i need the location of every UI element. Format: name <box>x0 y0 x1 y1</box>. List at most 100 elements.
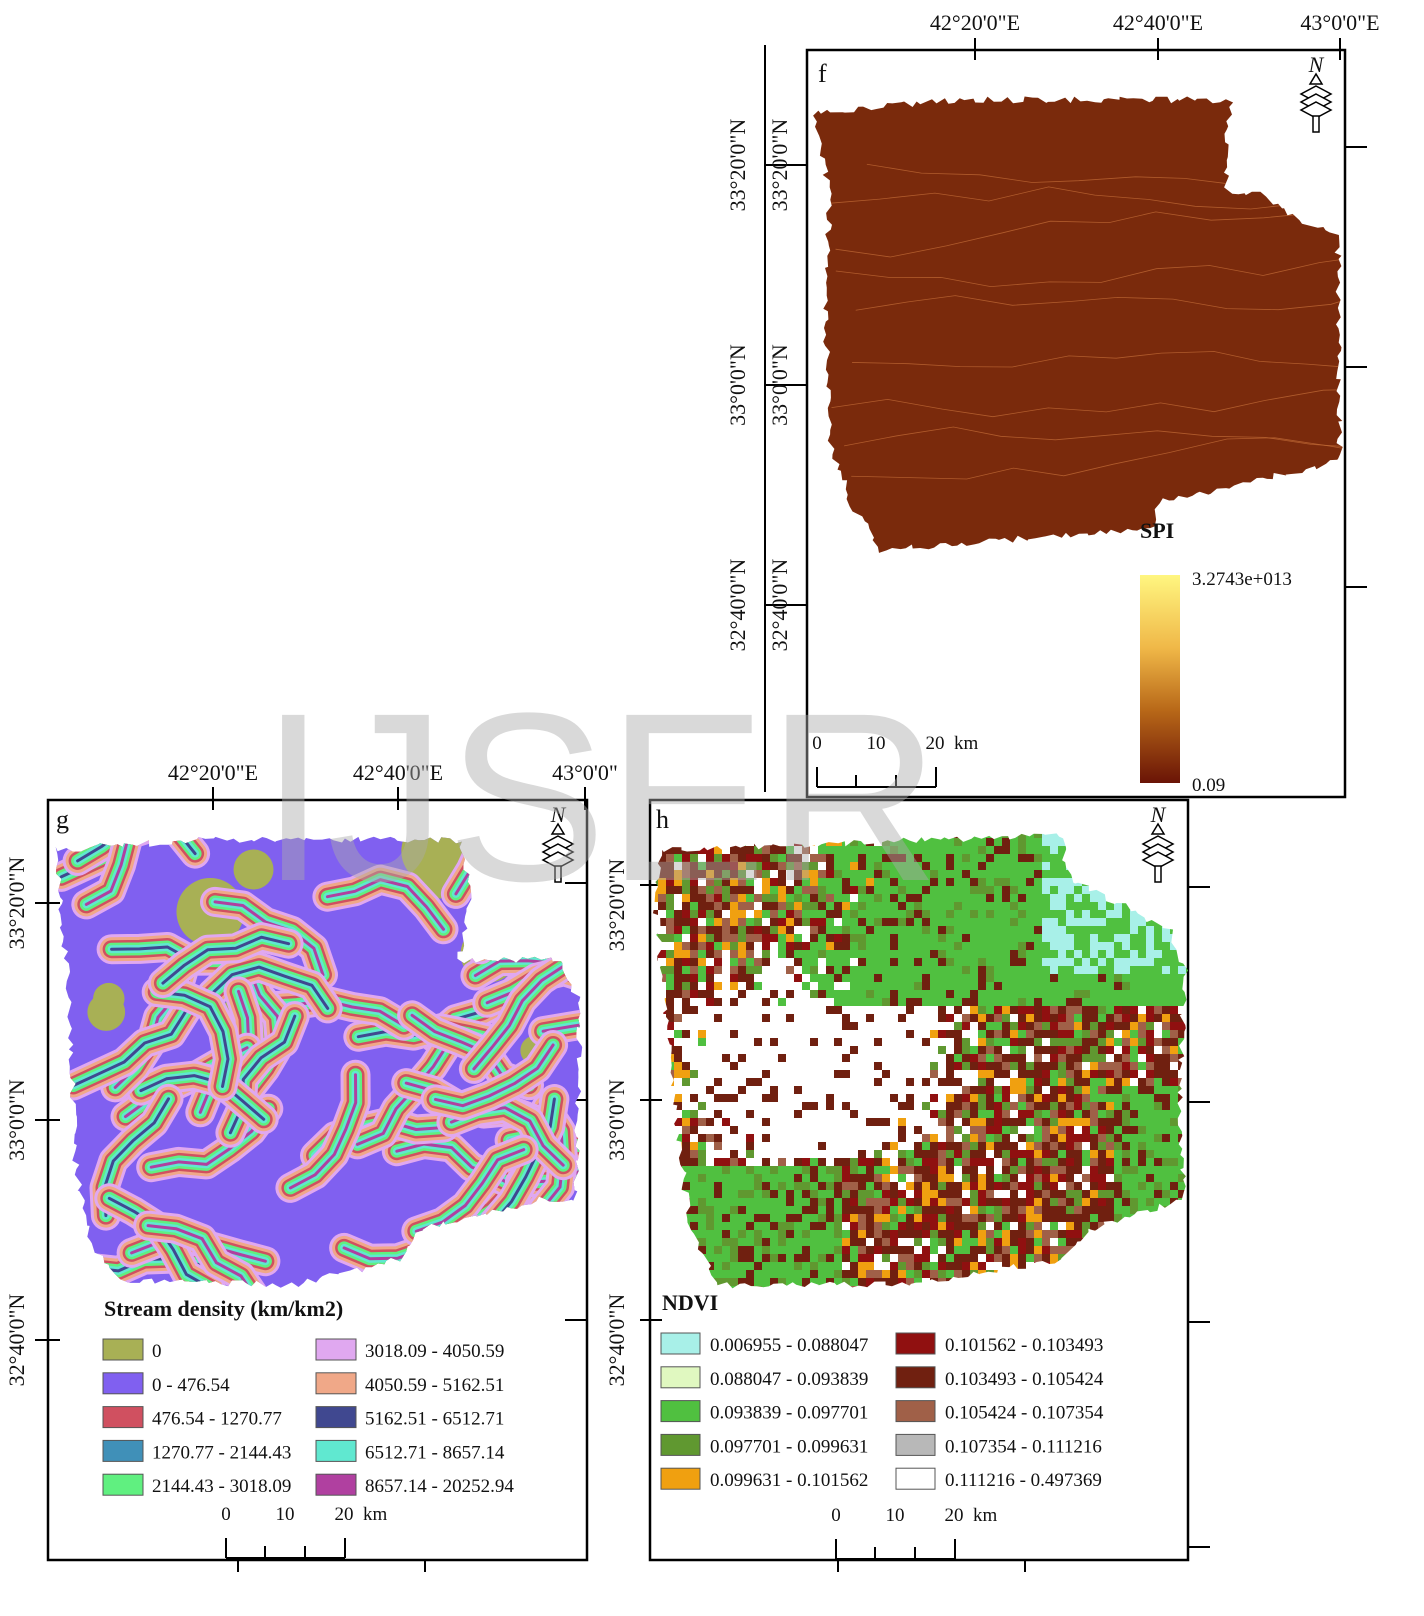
ndvi-cell <box>1098 1142 1106 1150</box>
ndvi-cell <box>850 1222 858 1230</box>
ndvi-cell <box>994 1126 1002 1134</box>
ndvi-cell <box>1178 862 1186 870</box>
spi-surface <box>800 90 1360 570</box>
ndvi-cell <box>1178 950 1186 958</box>
ndvi-cell <box>786 1254 794 1262</box>
ndvi-cell <box>874 1118 882 1126</box>
ndvi-cell <box>778 1014 786 1022</box>
ndvi-cell <box>1090 1246 1098 1254</box>
ndvi-cell <box>810 1222 818 1230</box>
ndvi-cell <box>874 1150 882 1158</box>
ndvi-cell <box>946 1206 954 1214</box>
ndvi-cell <box>922 1070 930 1078</box>
ndvi-cell <box>786 1278 794 1286</box>
ndvi-cell <box>890 934 898 942</box>
ndvi-cell <box>898 1254 906 1262</box>
ndvi-cell <box>1146 1030 1154 1038</box>
ndvi-cell <box>898 966 906 974</box>
ndvi-cell <box>1098 1238 1106 1246</box>
ndvi-cell <box>890 982 898 990</box>
ndvi-cell <box>1154 990 1162 998</box>
ndvi-cell <box>954 966 962 974</box>
ndvi-cell <box>778 1110 786 1118</box>
ndvi-cell <box>850 950 858 958</box>
ndvi-cell <box>714 982 722 990</box>
ndvi-cell <box>994 886 1002 894</box>
ndvi-cell <box>922 990 930 998</box>
ndvi-cell <box>666 1238 674 1246</box>
ndvi-cell <box>1082 878 1090 886</box>
ndvi-cell <box>722 1022 730 1030</box>
ndvi-cell <box>738 1174 746 1182</box>
ndvi-cell <box>730 1286 738 1294</box>
ndvi-cell <box>898 1278 906 1286</box>
ndvi-cell <box>850 1006 858 1014</box>
ndvi-cell <box>1170 1078 1178 1086</box>
ndvi-cell <box>1066 1078 1074 1086</box>
ndvi-cell <box>666 1134 674 1142</box>
ndvi-cell <box>890 1078 898 1086</box>
ndvi-cell <box>762 1014 770 1022</box>
ndvi-cell <box>1170 1022 1178 1030</box>
ndvi-cell <box>1146 1078 1154 1086</box>
ndvi-cell <box>690 1078 698 1086</box>
ndvi-cell <box>882 1182 890 1190</box>
ndvi-cell <box>882 1078 890 1086</box>
ndvi-cell <box>978 1094 986 1102</box>
ndvi-cell <box>1002 1174 1010 1182</box>
ndvi-cell <box>834 1246 842 1254</box>
ndvi-cell <box>1074 878 1082 886</box>
ndvi-cell <box>1034 1150 1042 1158</box>
ndvi-cell <box>1090 926 1098 934</box>
ndvi-cell <box>714 1270 722 1278</box>
ndvi-cell <box>762 1134 770 1142</box>
ndvi-cell <box>938 1246 946 1254</box>
ndvi-cell <box>818 966 826 974</box>
ndvi-cell <box>834 1038 842 1046</box>
label: 32°40'0"N <box>4 1294 29 1387</box>
ndvi-cell <box>1058 1158 1066 1166</box>
ndvi-cell <box>1114 1142 1122 1150</box>
ndvi-cell <box>1010 1214 1018 1222</box>
ndvi-cell <box>674 1254 682 1262</box>
ndvi-cell <box>826 1214 834 1222</box>
ndvi-cell <box>1162 998 1170 1006</box>
ndvi-cell <box>826 982 834 990</box>
ndvi-cell <box>1010 1246 1018 1254</box>
ndvi-cell <box>978 1238 986 1246</box>
ndvi-cell <box>1090 854 1098 862</box>
ndvi-cell <box>906 1270 914 1278</box>
ndvi-cell <box>746 1110 754 1118</box>
ndvi-cell <box>1114 966 1122 974</box>
ndvi-cell <box>946 982 954 990</box>
ndvi-cell <box>810 1062 818 1070</box>
ndvi-cell <box>1058 934 1066 942</box>
figure: 42°20'0"E42°40'0"E43°0'0"E33°20'0"N33°20… <box>0 0 1424 1616</box>
ndvi-cell <box>858 1022 866 1030</box>
ndvi-cell <box>842 1206 850 1214</box>
ndvi-cell <box>722 1182 730 1190</box>
ndvi-cell <box>1114 1286 1122 1294</box>
ndvi-cell <box>946 838 954 846</box>
ndvi-cell <box>1002 830 1010 838</box>
ndvi-cell <box>1178 1182 1186 1190</box>
ndvi-cell <box>754 1166 762 1174</box>
ndvi-cell <box>1042 862 1050 870</box>
ndvi-cell <box>898 1126 906 1134</box>
ndvi-cell <box>754 1142 762 1150</box>
ndvi-cell <box>898 990 906 998</box>
ndvi-cell <box>1114 942 1122 950</box>
ndvi-cell <box>794 1038 802 1046</box>
ndvi-cell <box>882 1062 890 1070</box>
ndvi-cell <box>1042 918 1050 926</box>
ndvi-cell <box>1146 1086 1154 1094</box>
ndvi-cell <box>1082 1214 1090 1222</box>
ndvi-cell <box>890 1046 898 1054</box>
ndvi-cell <box>994 1118 1002 1126</box>
ndvi-cell <box>818 1126 826 1134</box>
ndvi-cell <box>1114 1062 1122 1070</box>
ndvi-cell <box>834 1118 842 1126</box>
ndvi-cell <box>666 1078 674 1086</box>
ndvi-cell <box>1074 1062 1082 1070</box>
ndvi-cell <box>882 934 890 942</box>
